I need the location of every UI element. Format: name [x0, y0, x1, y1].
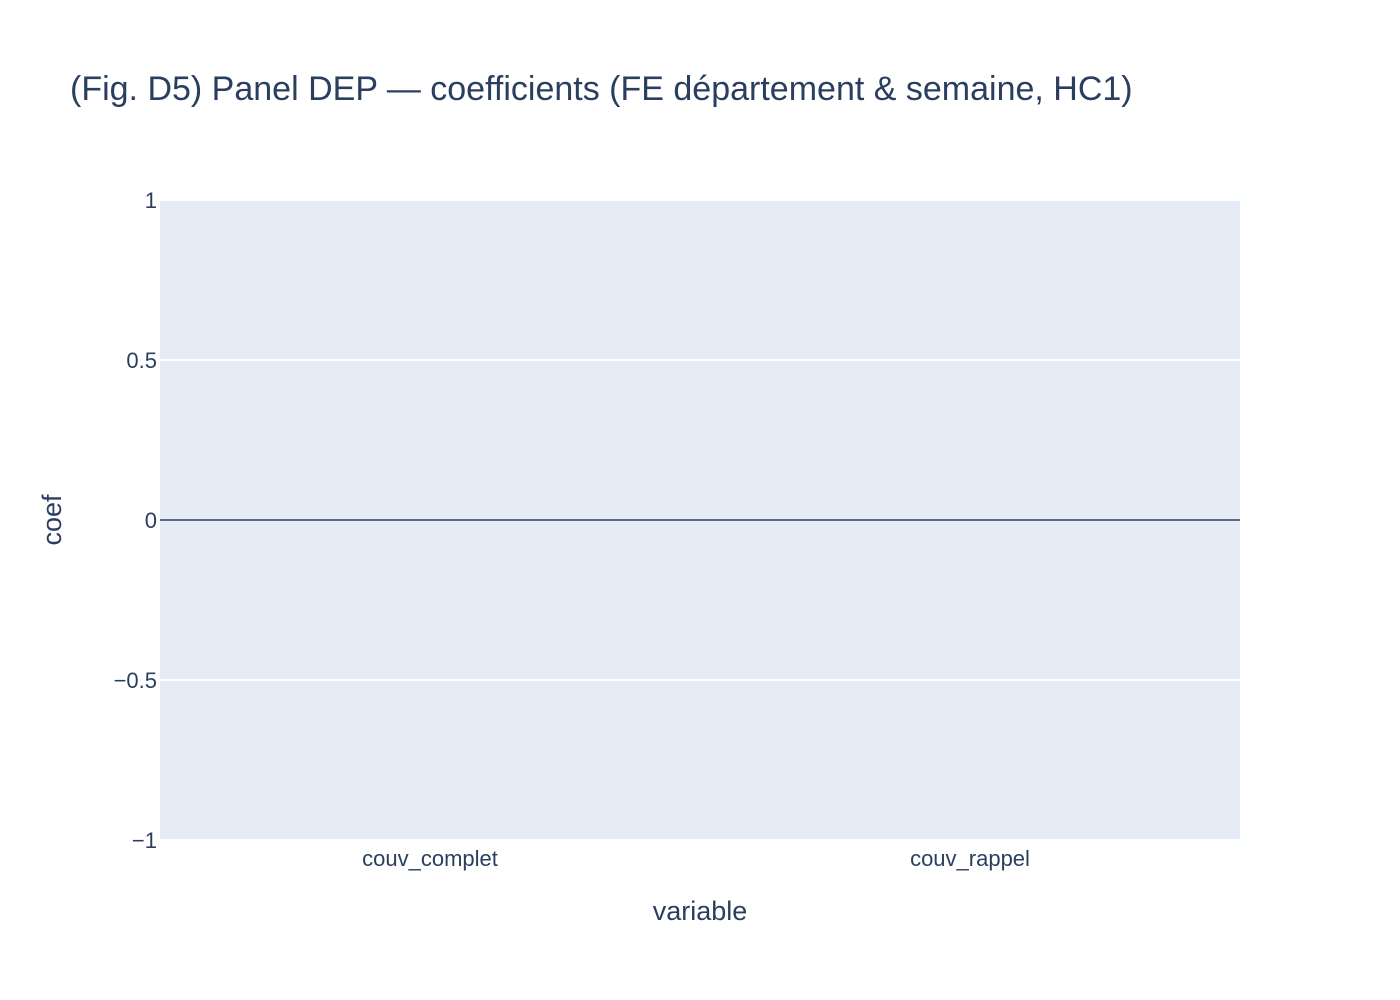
x-tick-label: couv_rappel [910, 846, 1030, 871]
grid-lines [160, 199, 1240, 841]
y-axis-title: coef [37, 494, 67, 546]
y-tick-label: 0 [145, 508, 157, 533]
x-tick-labels: couv_complet couv_rappel [362, 846, 1030, 871]
y-tick-label: −0.5 [114, 668, 157, 693]
y-tick-label: −1 [132, 828, 157, 853]
y-tick-label: 0.5 [126, 348, 157, 373]
x-axis-title: variable [653, 896, 748, 926]
y-tick-labels: 1 0.5 0 −0.5 −1 [114, 188, 157, 853]
y-tick-label: 1 [145, 188, 157, 213]
x-tick-label: couv_complet [362, 846, 498, 871]
chart-title: (Fig. D5) Panel DEP — coefficients (FE d… [70, 70, 1133, 108]
